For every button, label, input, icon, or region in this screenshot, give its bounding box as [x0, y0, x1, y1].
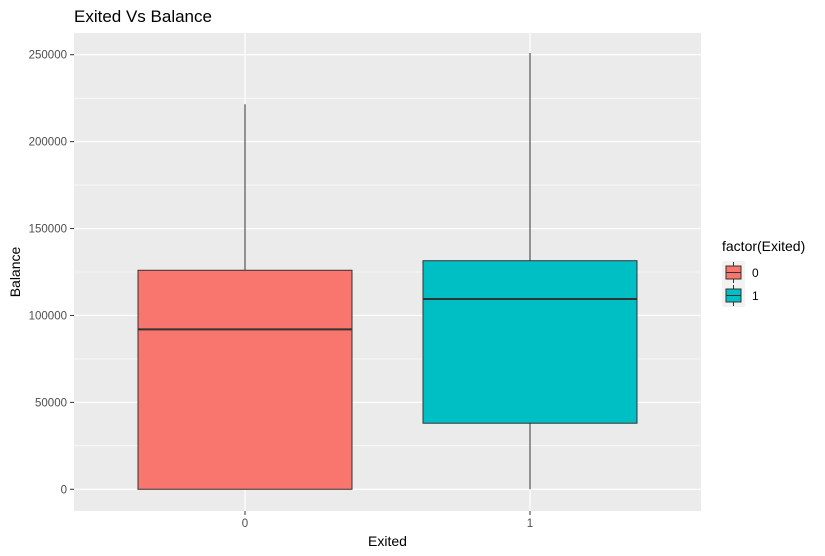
legend: factor(Exited) 0 1 — [722, 238, 805, 307]
y-tick-label: 150000 — [29, 224, 67, 236]
y-tick-label: 50000 — [35, 397, 67, 409]
x-axis-title: Exited — [368, 533, 407, 549]
y-axis-title: Balance — [7, 246, 23, 297]
legend-key-1 — [722, 284, 745, 307]
legend-label: 0 — [752, 266, 759, 280]
y-tick-label: 0 — [61, 484, 67, 496]
legend-label: 1 — [752, 289, 759, 303]
y-tick-label: 100000 — [29, 310, 67, 322]
x-tick-label: 1 — [527, 518, 533, 530]
boxes — [137, 52, 638, 490]
chart-title: Exited Vs Balance — [74, 7, 212, 26]
box-iqr — [137, 269, 353, 490]
legend-key-0 — [722, 261, 745, 284]
legend-title: factor(Exited) — [722, 238, 805, 254]
box-1 — [422, 52, 638, 490]
x-tick-label: 0 — [242, 518, 248, 530]
box-0 — [137, 104, 353, 490]
y-axis: 0 50000 100000 150000 200000 250000 — [29, 50, 74, 496]
y-tick-label: 250000 — [29, 50, 67, 62]
box-iqr — [422, 260, 638, 424]
y-tick-label: 200000 — [29, 137, 67, 149]
